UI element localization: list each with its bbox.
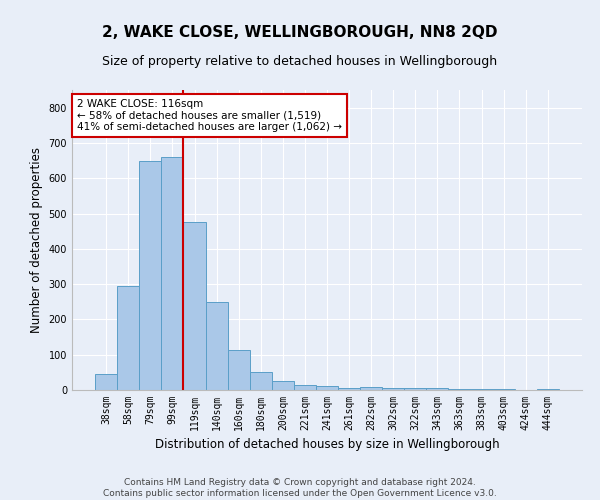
Text: Contains HM Land Registry data © Crown copyright and database right 2024.
Contai: Contains HM Land Registry data © Crown c… (103, 478, 497, 498)
Bar (95, 374, 117, 390)
Bar (139, 160, 161, 390)
Bar (250, 372, 272, 390)
Bar (427, 388, 448, 390)
Bar (338, 388, 360, 390)
Bar (117, 286, 139, 390)
Bar (184, 222, 206, 390)
Bar (360, 387, 382, 390)
Bar (404, 388, 427, 390)
Bar (272, 381, 294, 390)
Bar (448, 389, 470, 390)
Bar (161, 157, 184, 390)
Y-axis label: Number of detached properties: Number of detached properties (30, 147, 43, 333)
Bar (316, 386, 338, 390)
Bar (227, 350, 250, 390)
Bar (537, 389, 559, 390)
Text: 2 WAKE CLOSE: 116sqm
← 58% of detached houses are smaller (1,519)
41% of semi-de: 2 WAKE CLOSE: 116sqm ← 58% of detached h… (77, 99, 342, 132)
Bar (206, 302, 227, 390)
Text: 2, WAKE CLOSE, WELLINGBOROUGH, NN8 2QD: 2, WAKE CLOSE, WELLINGBOROUGH, NN8 2QD (102, 25, 498, 40)
Bar (294, 384, 316, 390)
X-axis label: Distribution of detached houses by size in Wellingborough: Distribution of detached houses by size … (155, 438, 499, 452)
Text: Size of property relative to detached houses in Wellingborough: Size of property relative to detached ho… (103, 55, 497, 68)
Bar (382, 388, 404, 390)
